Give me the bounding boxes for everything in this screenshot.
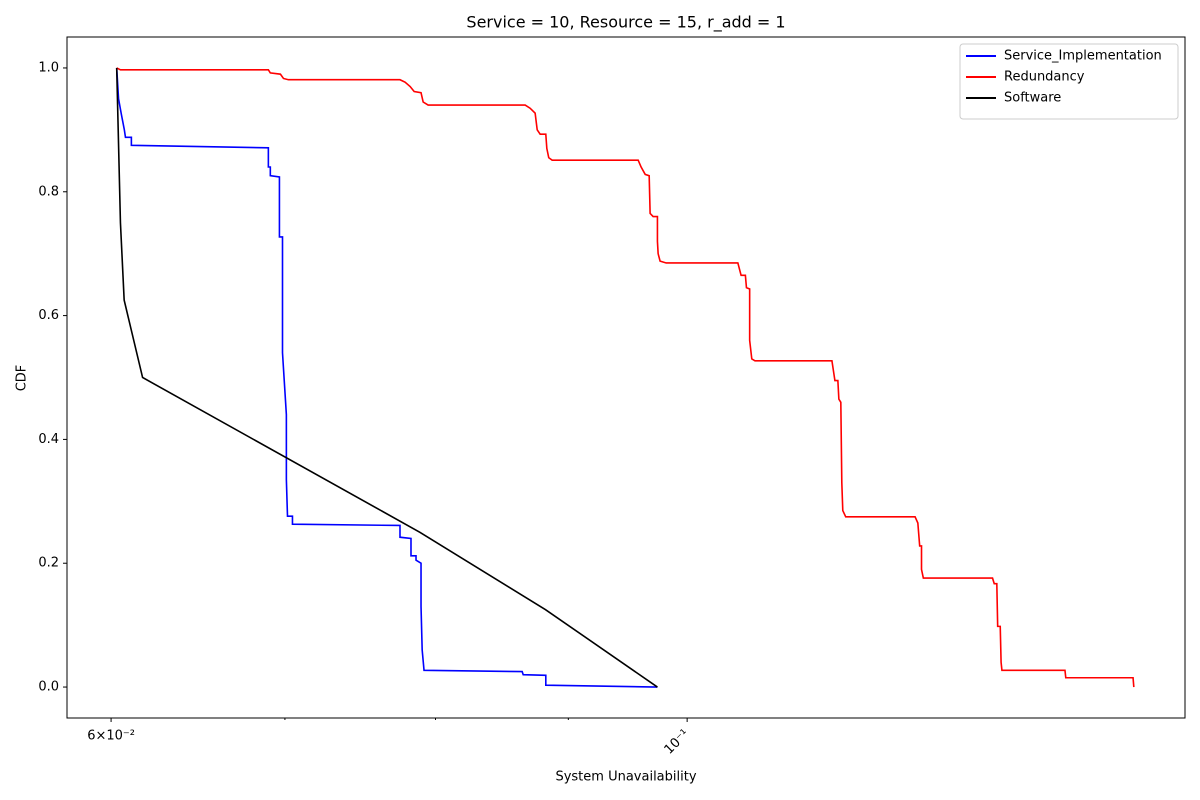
- y-tick-label: 1.0: [38, 60, 59, 75]
- y-tick-label: 0.6: [38, 308, 59, 323]
- series-line: [115, 67, 658, 688]
- y-tick-label: 0.8: [38, 184, 59, 199]
- legend-box: [959, 43, 1179, 120]
- series-line: [116, 67, 1135, 688]
- x-axis-label: System Unavailability: [555, 770, 696, 785]
- y-tick-label: 0.4: [38, 432, 59, 447]
- plot-frame: [66, 36, 1186, 719]
- series-line: [115, 67, 658, 688]
- y-axis-label: CDF: [15, 365, 30, 392]
- y-tick-label: 0.0: [38, 680, 59, 695]
- y-tick-label: 0.2: [38, 556, 59, 571]
- legend-label: Redundancy: [1004, 70, 1085, 85]
- chart-title: Service = 10, Resource = 15, r_add = 1: [466, 13, 785, 33]
- x-tick-label: 6×10⁻²: [87, 729, 135, 744]
- legend: Service_Implementation Redundancy Software: [959, 43, 1179, 120]
- legend-label: Service_Implementation: [1004, 49, 1162, 64]
- legend-label: Software: [1004, 91, 1061, 106]
